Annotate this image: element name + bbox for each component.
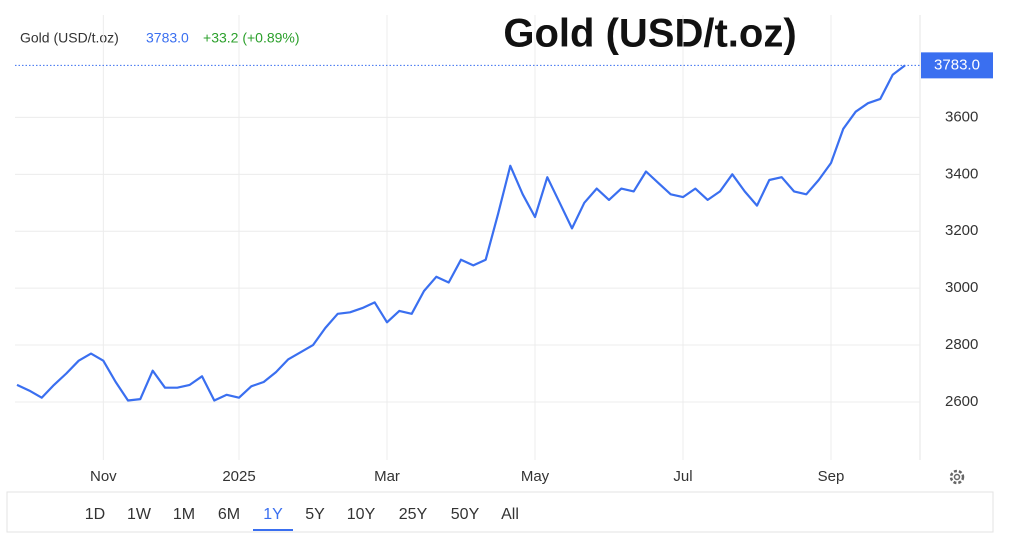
range-button[interactable]: 25Y [399,506,428,523]
x-tick-label: Sep [818,468,845,485]
legend-change: +33.2 (+0.89%) [203,30,300,46]
range-button[interactable]: 1M [173,506,195,523]
last-price-label: 3783.0 [934,56,980,73]
range-button[interactable]: 6M [218,506,240,523]
y-tick-label: 3600 [945,108,978,125]
legend-price: 3783.0 [146,30,189,46]
range-button[interactable]: 5Y [305,506,325,523]
y-tick-label: 3000 [945,279,978,296]
settings-icon[interactable] [949,469,965,485]
x-tick-label: May [521,468,550,485]
range-bar [6,491,994,533]
legend-name: Gold (USD/t.oz) [20,30,119,46]
y-tick-label: 3400 [945,165,978,182]
x-tick-label: Nov [90,468,117,485]
x-tick-label: 2025 [222,468,255,485]
range-button[interactable]: 1W [127,506,152,523]
y-tick-label: 2800 [945,336,978,353]
chart-title: Gold (USD/t.oz) [503,12,796,56]
last-price-tag [921,52,993,79]
range-button[interactable]: 1Y [263,506,283,523]
range-button[interactable]: 50Y [451,506,480,523]
x-tick-label: Mar [374,468,400,485]
range-button[interactable]: 1D [85,506,105,523]
y-tick-label: 2600 [945,393,978,410]
range-button[interactable]: All [501,506,519,523]
price-line [16,64,906,402]
y-tick-label: 3200 [945,222,978,239]
range-button[interactable]: 10Y [347,506,376,523]
x-tick-label: Jul [673,468,692,485]
